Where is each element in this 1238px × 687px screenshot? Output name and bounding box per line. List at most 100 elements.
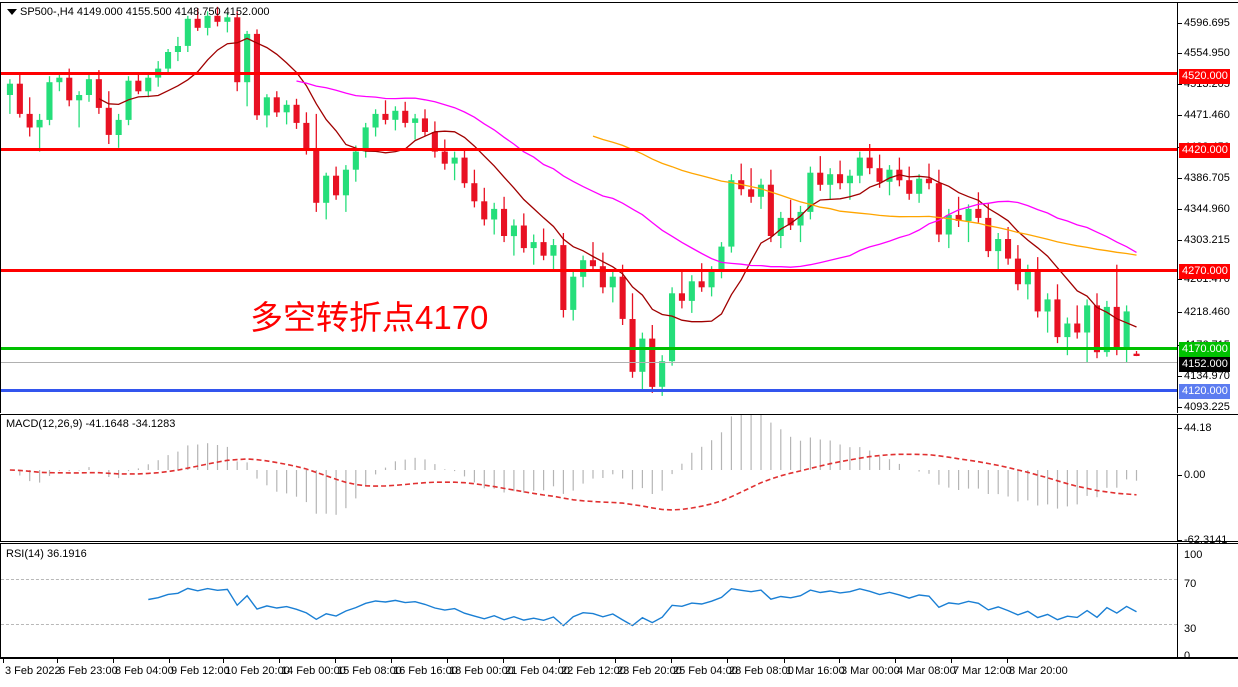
macd-tick-label: 44.18 (1184, 422, 1212, 434)
time-tick-mark (57, 659, 58, 663)
price-tick-label: 4093.225 (1184, 401, 1230, 413)
time-tick-mark (169, 659, 170, 663)
price-chart-panel[interactable]: SP500-,H4 4149.000 4155.500 4148.750 415… (0, 2, 1238, 413)
price-tick-label: 4261.470 (1184, 273, 1230, 285)
time-tick-mark (391, 659, 392, 663)
price-level-badge[interactable]: 4152.000 (1179, 357, 1230, 372)
price-tick-label: 4596.695 (1184, 17, 1230, 29)
candlestick-series (6, 6, 1140, 396)
chart-header-text: SP500-,H4 4149.000 4155.500 4148.750 415… (20, 6, 270, 18)
price-tick-mark (1178, 407, 1182, 408)
macd-tick-mark (1178, 428, 1182, 429)
rsi-tick-label: 0 (1184, 650, 1191, 662)
time-tick-label: 1 Mar 16:00 (786, 665, 845, 677)
triangle-down-icon[interactable] (7, 9, 17, 16)
rsi-series (148, 587, 1137, 627)
price-level-badge[interactable]: 4170.000 (1179, 342, 1230, 357)
time-tick-label: 14 Feb 00:00 (281, 665, 346, 677)
time-tick-mark (447, 659, 448, 663)
price-tick-mark (1178, 279, 1182, 280)
price-tick-mark (1178, 53, 1182, 54)
rsi-scale[interactable]: 100 70 30 0 (1178, 544, 1238, 662)
time-tick-label: 8 Mar 20:00 (1009, 665, 1068, 677)
macd-panel[interactable]: MACD(12,26,9) -41.1648 -34.1283 44.18 0.0… (0, 414, 1238, 546)
time-tick-mark (3, 659, 4, 663)
time-tick-label: 23 Feb 20:00 (617, 665, 682, 677)
level-line-resistance-4520[interactable] (1, 72, 1177, 75)
price-tick-label: 4471.460 (1184, 109, 1230, 121)
level-line-support-4170[interactable] (1, 347, 1177, 350)
time-tick-label: 8 Feb 04:00 (115, 665, 174, 677)
time-tick-mark (671, 659, 672, 663)
time-tick-label: 6 Feb 23:00 (59, 665, 118, 677)
macd-tick-label: -62.3141 (1184, 534, 1228, 546)
time-tick-label: 16 Feb 16:00 (393, 665, 458, 677)
time-tick-mark (503, 659, 504, 663)
rsi-label: RSI(14) 36.1916 (6, 548, 87, 560)
price-tick-mark (1178, 209, 1182, 210)
macd-axis-separator (1177, 415, 1178, 541)
time-tick-mark (1007, 659, 1008, 663)
price-tick-label: 4218.460 (1184, 306, 1230, 318)
price-scale[interactable]: 4596.6954554.9504513.2054471.4604428.450… (1178, 3, 1238, 413)
level-line-current-price-4152[interactable] (1, 362, 1177, 363)
time-tick-label: 28 Feb 08:00 (729, 665, 794, 677)
price-tick-label: 4513.205 (1184, 78, 1230, 90)
time-tick-label: 3 Feb 2022 (5, 665, 61, 677)
rsi-axis-separator (1177, 544, 1178, 657)
time-tick-mark (784, 659, 785, 663)
rsi-tick-label: 100 (1184, 549, 1203, 561)
time-tick-mark (895, 659, 896, 663)
price-tick-mark (1178, 178, 1182, 179)
macd-series (9, 415, 1138, 515)
price-level-badge[interactable]: 4420.000 (1179, 143, 1230, 158)
time-tick-label: 4 Mar 08:00 (897, 665, 956, 677)
rsi-panel[interactable]: RSI(14) 36.1916 100 70 30 0 (0, 543, 1238, 662)
level-line-support-4120[interactable] (1, 389, 1177, 392)
price-annotation: 多空转折点4170 (250, 299, 489, 336)
price-tick-mark (1178, 376, 1182, 377)
price-tick-label: 4134.970 (1184, 370, 1230, 382)
price-level-badge[interactable]: 4120.000 (1179, 384, 1230, 399)
macd-plot-area[interactable] (1, 415, 1177, 541)
time-tick-mark (223, 659, 224, 663)
price-tick-label: 4344.960 (1184, 203, 1230, 215)
price-tick-mark (1178, 312, 1182, 313)
macd-tick-mark (1178, 475, 1182, 476)
time-tick-mark (279, 659, 280, 663)
time-tick-mark (727, 659, 728, 663)
price-level-badge[interactable]: 4520.000 (1179, 69, 1230, 84)
price-tick-mark (1178, 84, 1182, 85)
time-tick-label: 9 Feb 12:00 (171, 665, 230, 677)
level-line-resistance-4420[interactable] (1, 148, 1177, 151)
level-line-resistance-4270[interactable] (1, 269, 1177, 272)
price-level-badge[interactable]: 4270.000 (1179, 264, 1230, 279)
macd-tick-label: 0.00 (1184, 469, 1206, 481)
time-tick-mark (559, 659, 560, 663)
time-tick-label: 25 Feb 04:00 (673, 665, 738, 677)
macd-scale[interactable]: 44.18 0.00 -62.3141 (1178, 415, 1238, 546)
price-tick-mark (1178, 240, 1182, 241)
time-tick-label: 18 Feb 00:00 (449, 665, 514, 677)
time-tick-mark (839, 659, 840, 663)
price-tick-label: 4303.215 (1184, 234, 1230, 246)
time-tick-mark (335, 659, 336, 663)
time-tick-mark (615, 659, 616, 663)
rsi-level-70 (1, 579, 1177, 580)
macd-tick-mark (1178, 540, 1182, 541)
time-tick-label: 10 Feb 20:00 (225, 665, 290, 677)
rsi-level-30 (1, 624, 1177, 625)
price-tick-mark (1178, 115, 1182, 116)
time-tick-mark (951, 659, 952, 663)
price-axis-separator (1177, 3, 1178, 413)
time-tick-mark (113, 659, 114, 663)
time-tick-label: 22 Feb 12:00 (561, 665, 626, 677)
time-tick-label: 21 Feb 04:00 (505, 665, 570, 677)
price-tick-mark (1178, 23, 1182, 24)
price-plot-area[interactable] (1, 3, 1177, 413)
time-axis[interactable]: 3 Feb 2022 6 Feb 23:00 8 Feb 04:00 9 Feb 12… (0, 658, 1238, 687)
rsi-tick-label: 70 (1184, 578, 1197, 590)
price-tick-label: 4554.950 (1184, 47, 1230, 59)
time-tick-label: 3 Mar 00:00 (841, 665, 900, 677)
rsi-plot-area[interactable] (1, 544, 1177, 657)
